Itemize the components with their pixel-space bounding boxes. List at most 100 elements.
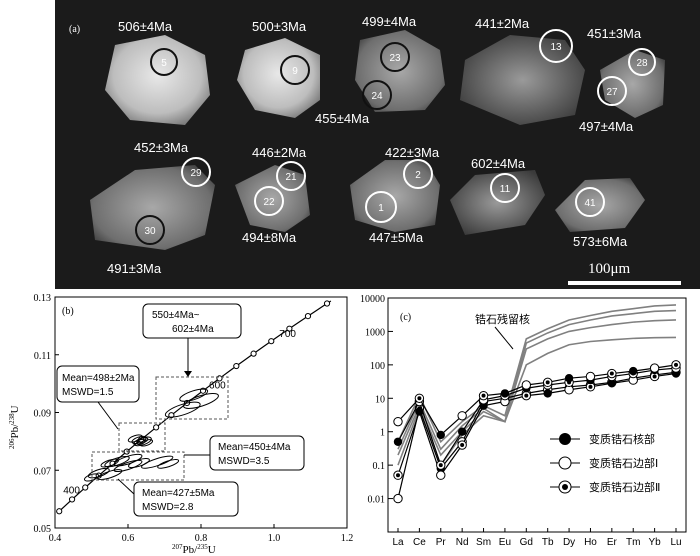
- spot-circle-30: [135, 215, 165, 245]
- x-tick-label: Eu: [499, 537, 511, 548]
- error-ellipse: [136, 437, 149, 444]
- residual-core-label: 锆石残留核: [475, 312, 530, 326]
- x-tick-label: Gd: [520, 537, 533, 548]
- svg-text:Mean=450±4Ma: Mean=450±4Ma: [218, 442, 291, 453]
- age-label: 422±3Ma: [385, 145, 440, 160]
- ree-point-rim2-dot: [438, 463, 443, 468]
- concordia-age-marker: [304, 313, 312, 320]
- age-label: 446±2Ma: [252, 145, 307, 160]
- svg-text:MSWD=3.5: MSWD=3.5: [218, 456, 270, 467]
- ree-series-line: [397, 304, 677, 444]
- ree-point-rim1: [585, 371, 596, 382]
- x-tick-label: Sm: [476, 537, 491, 548]
- y-tick-label: 0.05: [34, 524, 52, 535]
- concordia-age-marker: [233, 362, 240, 370]
- zircon-grain-27: [600, 50, 665, 118]
- spot-number: 29: [190, 168, 202, 179]
- concordia-age-marker: [56, 508, 63, 515]
- spot-number: 21: [285, 172, 297, 183]
- spot-number: 9: [292, 66, 298, 77]
- ree-point-rim1: [521, 380, 532, 390]
- zircon-grain-5: [105, 35, 210, 125]
- legend-marker-rim1: [558, 456, 572, 470]
- spot-circle-2: [403, 159, 433, 189]
- age-label: 455±4Ma: [315, 111, 370, 126]
- zircon-grain-9: [237, 38, 320, 118]
- svg-text:Mean=427±5Ma: Mean=427±5Ma: [142, 488, 215, 499]
- spot-number: 30: [144, 226, 156, 237]
- error-ellipse: [164, 401, 201, 418]
- age-label: 451±3Ma: [587, 26, 642, 41]
- y-tick-label: 0.13: [34, 293, 52, 304]
- error-ellipse: [157, 459, 180, 469]
- ree-point-rim1: [393, 416, 403, 427]
- error-ellipse: [183, 392, 219, 409]
- spot-number: 27: [606, 87, 618, 98]
- y-tick-label: 1000: [365, 327, 385, 338]
- y-tick-label: 100: [370, 361, 385, 372]
- x-tick-label: 1.0: [268, 533, 281, 544]
- spot-circle-28: [628, 48, 656, 76]
- x-tick-label: 0.4: [49, 533, 62, 544]
- svg-text:MSWD=1.5: MSWD=1.5: [62, 387, 114, 398]
- zircon-grain-41: [555, 178, 645, 232]
- error-ellipse: [100, 458, 119, 468]
- x-axis-title: 207Pb/235U: [172, 543, 216, 556]
- spot-circle-29: [181, 157, 211, 187]
- error-ellipse: [87, 467, 110, 479]
- spot-number: 24: [371, 91, 383, 102]
- ree-point-core: [629, 366, 638, 376]
- annotation-arrow: [494, 326, 514, 350]
- age-label: 447±5Ma: [369, 230, 424, 245]
- ree-point-rim1: [649, 363, 660, 373]
- ree-point-rim2-dot: [545, 380, 550, 385]
- ree-point-rim2-dot: [588, 384, 593, 389]
- x-tick-label: Ce: [413, 537, 426, 548]
- zircon-grain-29: [90, 165, 215, 250]
- x-tick-label: 0.6: [122, 533, 135, 544]
- spot-number: 28: [636, 58, 648, 69]
- annotation-arrow: [97, 401, 119, 430]
- ree-series-line: [397, 319, 677, 457]
- ree-point-rim1: [457, 411, 467, 421]
- concordia-chart: (b) 0.4 0.6 0.8 1.0 1.2 0.05 0.07 0.09 0.11 0.13 …: [0, 289, 360, 556]
- zircon-grain-21: [235, 165, 310, 232]
- ree-point-rim2-dot: [417, 396, 422, 401]
- concordia-age-marker: [286, 325, 293, 332]
- error-ellipse: [97, 469, 123, 481]
- cl-image-panel: (a) 5 506±4Ma 9 500±3Ma 23 24 499±4Ma 45…: [55, 0, 700, 289]
- y-tick-label: 10: [375, 394, 385, 405]
- age-label: 497±4Ma: [579, 119, 634, 134]
- ree-point-core: [500, 389, 510, 398]
- spot-number: 13: [550, 42, 562, 53]
- x-tick-label: Ho: [584, 537, 597, 548]
- zircon-grain-1: [350, 160, 440, 232]
- x-tick-label: Yb: [648, 537, 661, 548]
- error-ellipse: [104, 455, 130, 468]
- x-tick-label: 1.2: [341, 533, 354, 544]
- legend-label: 变质锆石边部Ⅱ: [589, 480, 660, 494]
- svg-text:MSWD=2.8: MSWD=2.8: [142, 502, 194, 513]
- age-label: 499±4Ma: [362, 14, 417, 29]
- legend-marker-rim2: [562, 484, 568, 490]
- ree-pattern-chart: (c) 0.01 0.1 1 10 100 1000 10000 La Ce Pr Nd Sm Eu Gd…: [345, 289, 700, 556]
- dashed-box-lower: [91, 451, 185, 481]
- spot-number: 41: [584, 198, 596, 209]
- y-axis-title: 206Pb/238U: [8, 405, 21, 449]
- spot-circle-9: [280, 55, 310, 85]
- concordia-age-marker: [268, 338, 275, 345]
- x-tick-label: Er: [607, 537, 618, 548]
- y-tick-label: 0.1: [373, 461, 386, 472]
- y-tick-label: 1: [380, 428, 385, 439]
- ree-point-rim2-dot: [396, 473, 400, 478]
- spot-circle-11: [490, 173, 520, 203]
- concordia-age-label: 400: [63, 486, 80, 497]
- ree-svg: (c) 0.01 0.1 1 10 100 1000 10000 La Ce Pr Nd Sm Eu Gd…: [360, 294, 687, 548]
- x-tick-label: Lu: [670, 537, 681, 548]
- ree-point-core: [393, 437, 403, 446]
- age-label: 494±8Ma: [242, 230, 297, 245]
- ree-point-rim2-dot: [652, 374, 657, 379]
- svg-text:Mean=498±2Ma: Mean=498±2Ma: [62, 373, 135, 384]
- scale-bar-label: 100μm: [588, 261, 631, 277]
- spot-number: 22: [263, 197, 275, 208]
